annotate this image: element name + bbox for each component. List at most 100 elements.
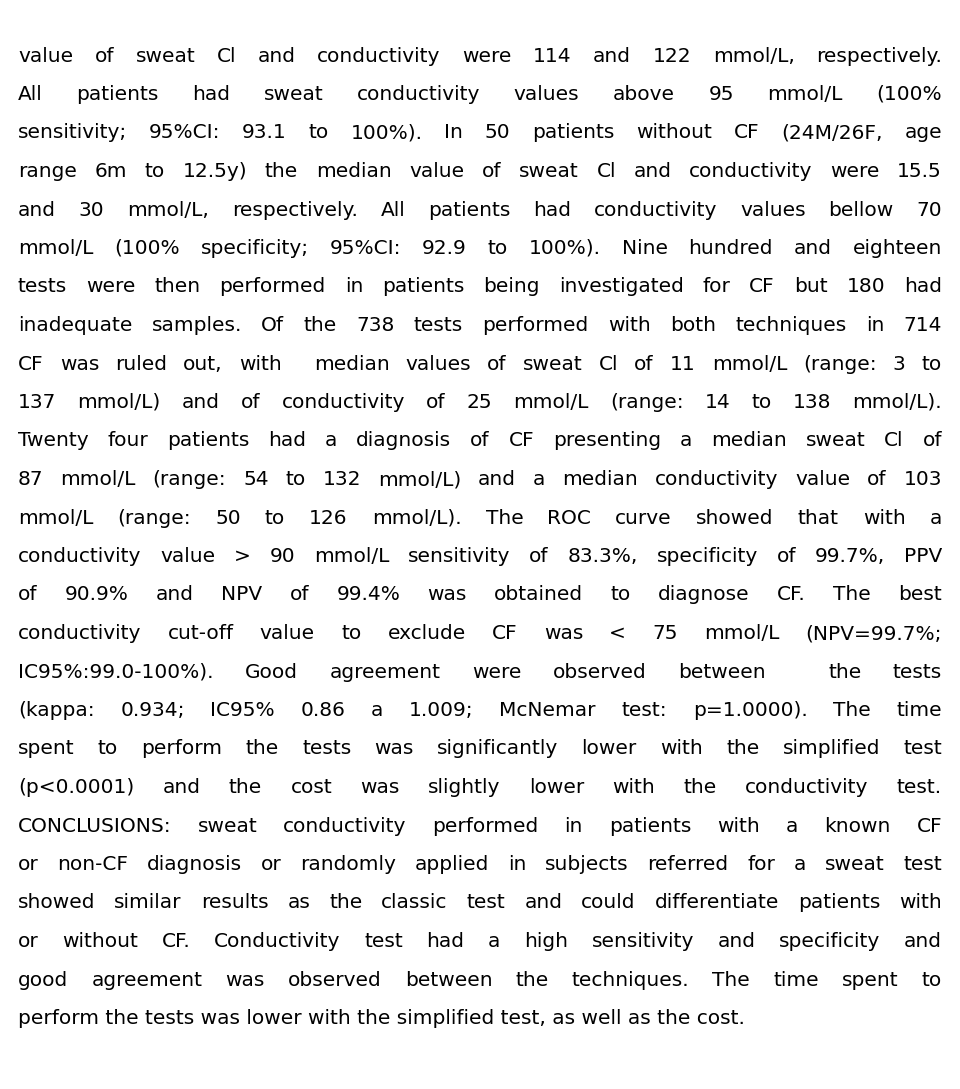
Text: 100%).: 100%). (529, 238, 601, 258)
Text: sweat: sweat (825, 855, 884, 874)
Text: was: was (60, 355, 99, 374)
Text: with: with (900, 893, 942, 913)
Text: between: between (405, 970, 492, 990)
Text: NPV: NPV (221, 586, 262, 604)
Text: had: had (533, 200, 571, 220)
Text: subjects: subjects (545, 855, 629, 874)
Text: 137: 137 (18, 393, 57, 412)
Text: but: but (794, 278, 828, 296)
Text: mmol/L: mmol/L (711, 355, 787, 374)
Text: and: and (18, 200, 56, 220)
Text: hundred: hundred (688, 238, 773, 258)
Text: and: and (258, 47, 296, 65)
Text: age: age (904, 123, 942, 143)
Text: 0.934;: 0.934; (120, 701, 184, 720)
Text: conductivity: conductivity (18, 547, 141, 566)
Text: of: of (777, 547, 796, 566)
Text: test: test (903, 855, 942, 874)
Text: (p<0.0001): (p<0.0001) (18, 778, 134, 797)
Text: 50: 50 (485, 123, 511, 143)
Text: (range:: (range: (117, 509, 191, 527)
Text: of: of (923, 431, 942, 451)
Text: conductivity: conductivity (594, 200, 717, 220)
Text: value: value (409, 162, 465, 181)
Text: median: median (314, 355, 390, 374)
Text: to: to (922, 970, 942, 990)
Text: above: above (612, 85, 675, 105)
Text: patients: patients (609, 817, 691, 835)
Text: bellow: bellow (828, 200, 894, 220)
Text: agreement: agreement (91, 970, 203, 990)
Text: performed: performed (432, 817, 539, 835)
Text: test.: test. (897, 778, 942, 797)
Text: 14: 14 (705, 393, 731, 412)
Text: ROC: ROC (547, 509, 591, 527)
Text: conductivity: conductivity (318, 47, 441, 65)
Text: Good: Good (245, 662, 298, 682)
Text: All: All (18, 85, 43, 105)
Text: with: with (717, 817, 760, 835)
Text: 87: 87 (18, 470, 43, 489)
Text: (kappa:: (kappa: (18, 701, 95, 720)
Text: sweat: sweat (135, 47, 195, 65)
Text: randomly: randomly (300, 855, 396, 874)
Text: Cl: Cl (599, 355, 618, 374)
Text: Cl: Cl (884, 431, 903, 451)
Text: was: was (543, 624, 583, 643)
Text: performed: performed (220, 278, 325, 296)
Text: cost: cost (291, 778, 332, 797)
Text: 95%CI:: 95%CI: (329, 238, 401, 258)
Text: out,: out, (183, 355, 223, 374)
Text: of: of (482, 162, 501, 181)
Text: of: of (867, 470, 887, 489)
Text: The: The (833, 701, 871, 720)
Text: known: known (824, 817, 891, 835)
Text: conductivity: conductivity (655, 470, 779, 489)
Text: classic: classic (381, 893, 447, 913)
Text: 93.1: 93.1 (242, 123, 287, 143)
Text: patients: patients (798, 893, 880, 913)
Text: conductivity: conductivity (283, 817, 406, 835)
Text: 99.4%: 99.4% (336, 586, 400, 604)
Text: slightly: slightly (428, 778, 500, 797)
Text: samples.: samples. (152, 316, 242, 335)
Text: tests: tests (893, 662, 942, 682)
Text: 90.9%: 90.9% (64, 586, 129, 604)
Text: Conductivity: Conductivity (214, 932, 341, 951)
Text: of: of (488, 355, 507, 374)
Text: (100%: (100% (114, 238, 180, 258)
Text: conductivity: conductivity (281, 393, 405, 412)
Text: and: and (156, 586, 194, 604)
Text: PPV: PPV (903, 547, 942, 566)
Text: cut-off: cut-off (168, 624, 233, 643)
Text: patients: patients (167, 431, 250, 451)
Text: diagnosis: diagnosis (147, 855, 242, 874)
Text: 50: 50 (215, 509, 241, 527)
Text: 11: 11 (670, 355, 696, 374)
Text: eighteen: eighteen (852, 238, 942, 258)
Text: and: and (593, 47, 631, 65)
Text: mmol/L: mmol/L (60, 470, 136, 489)
Text: and: and (478, 470, 516, 489)
Text: tests: tests (302, 739, 351, 759)
Text: mmol/L: mmol/L (514, 393, 588, 412)
Text: patients: patients (428, 200, 511, 220)
Text: sweat: sweat (519, 162, 579, 181)
Text: applied: applied (415, 855, 490, 874)
Text: were: were (462, 47, 512, 65)
Text: 70: 70 (917, 200, 942, 220)
Text: diagnosis: diagnosis (356, 431, 451, 451)
Text: mmol/L: mmol/L (767, 85, 843, 105)
Text: and: and (181, 393, 220, 412)
Text: techniques.: techniques. (572, 970, 689, 990)
Text: similar: similar (114, 893, 182, 913)
Text: was: was (374, 739, 414, 759)
Text: both: both (670, 316, 716, 335)
Text: mmol/L: mmol/L (18, 238, 93, 258)
Text: sweat: sweat (523, 355, 583, 374)
Text: curve: curve (615, 509, 672, 527)
Text: mmol/L: mmol/L (18, 509, 93, 527)
Text: inadequate: inadequate (18, 316, 132, 335)
Text: The: The (833, 586, 871, 604)
Text: 100%).: 100%). (350, 123, 422, 143)
